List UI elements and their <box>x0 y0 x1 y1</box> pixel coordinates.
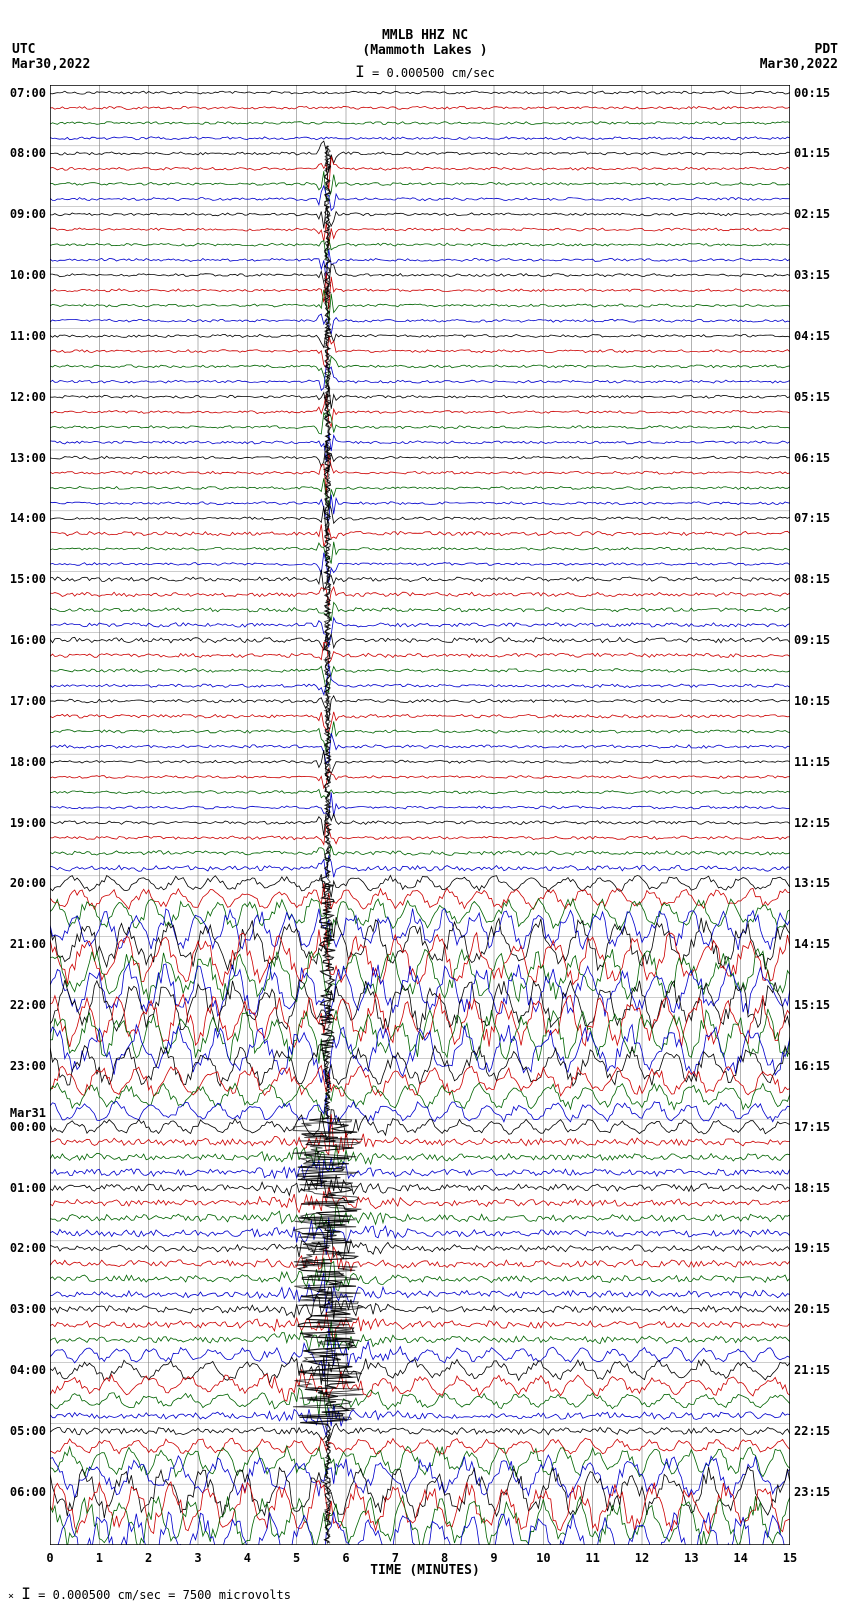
x-tick-label: 0 <box>46 1551 53 1565</box>
local-hour-label: 19:15 <box>794 1241 844 1255</box>
x-axis-label: TIME (MINUTES) <box>370 1563 480 1578</box>
header: UTC Mar30,2022 MMLB HHZ NC (Mammoth Lake… <box>0 0 850 80</box>
utc-hour-label: 20:00 <box>2 876 46 890</box>
utc-hour-label: 08:00 <box>2 146 46 160</box>
local-hour-label: 09:15 <box>794 633 844 647</box>
x-tick-label: 9 <box>490 1551 497 1565</box>
local-hour-label: 21:15 <box>794 1363 844 1377</box>
x-tick-label: 14 <box>733 1551 747 1565</box>
utc-hour-label: 01:00 <box>2 1181 46 1195</box>
utc-hour-label: 17:00 <box>2 694 46 708</box>
date-divider-label: Mar31 <box>2 1106 46 1120</box>
local-hour-label: 20:15 <box>794 1302 844 1316</box>
local-hour-label: 10:15 <box>794 694 844 708</box>
local-hour-label: 01:15 <box>794 146 844 160</box>
utc-hour-label: 07:00 <box>2 86 46 100</box>
local-hour-label: 11:15 <box>794 755 844 769</box>
scale-label: I = 0.000500 cm/sec <box>355 62 495 81</box>
local-hour-label: 03:15 <box>794 268 844 282</box>
utc-hour-label: 12:00 <box>2 390 46 404</box>
local-hour-label: 12:15 <box>794 816 844 830</box>
footer: × I = 0.000500 cm/sec = 7500 microvolts <box>8 1584 291 1603</box>
x-tick-label: 3 <box>194 1551 201 1565</box>
utc-hour-label: 06:00 <box>2 1485 46 1499</box>
local-hour-label: 15:15 <box>794 998 844 1012</box>
local-hour-label: 08:15 <box>794 572 844 586</box>
utc-hour-label: 13:00 <box>2 451 46 465</box>
header-left: UTC Mar30,2022 <box>12 42 90 72</box>
utc-hour-label: 21:00 <box>2 937 46 951</box>
seismogram-svg <box>50 85 790 1545</box>
x-tick-label: 10 <box>536 1551 550 1565</box>
utc-hour-label: 00:00 <box>2 1120 46 1134</box>
utc-hour-label: 02:00 <box>2 1241 46 1255</box>
utc-hour-label: 10:00 <box>2 268 46 282</box>
x-tick-label: 1 <box>96 1551 103 1565</box>
utc-hour-label: 11:00 <box>2 329 46 343</box>
utc-hour-label: 14:00 <box>2 511 46 525</box>
local-hour-label: 14:15 <box>794 937 844 951</box>
date-right: Mar30,2022 <box>760 57 838 72</box>
header-right: PDT Mar30,2022 <box>760 42 838 72</box>
station-name: (Mammoth Lakes ) <box>362 43 487 58</box>
x-tick-label: 15 <box>783 1551 797 1565</box>
station-code: MMLB HHZ NC <box>382 28 468 43</box>
x-tick-label: 11 <box>585 1551 599 1565</box>
utc-hour-label: 04:00 <box>2 1363 46 1377</box>
local-hour-label: 16:15 <box>794 1059 844 1073</box>
header-center: MMLB HHZ NC (Mammoth Lakes ) <box>362 28 487 58</box>
local-hour-label: 00:15 <box>794 86 844 100</box>
x-tick-label: 5 <box>293 1551 300 1565</box>
utc-hour-label: 18:00 <box>2 755 46 769</box>
x-tick-label: 2 <box>145 1551 152 1565</box>
utc-hour-label: 15:00 <box>2 572 46 586</box>
utc-hour-label: 09:00 <box>2 207 46 221</box>
utc-hour-label: 16:00 <box>2 633 46 647</box>
local-hour-label: 17:15 <box>794 1120 844 1134</box>
local-hour-label: 07:15 <box>794 511 844 525</box>
x-tick-label: 6 <box>342 1551 349 1565</box>
local-hour-label: 02:15 <box>794 207 844 221</box>
local-hour-label: 13:15 <box>794 876 844 890</box>
tz-left: UTC <box>12 42 35 57</box>
local-hour-label: 23:15 <box>794 1485 844 1499</box>
x-tick-label: 12 <box>635 1551 649 1565</box>
x-tick-label: 13 <box>684 1551 698 1565</box>
local-hour-label: 22:15 <box>794 1424 844 1438</box>
utc-hour-label: 19:00 <box>2 816 46 830</box>
utc-hour-label: 05:00 <box>2 1424 46 1438</box>
local-hour-label: 18:15 <box>794 1181 844 1195</box>
date-left: Mar30,2022 <box>12 57 90 72</box>
x-tick-label: 4 <box>244 1551 251 1565</box>
utc-hour-label: 22:00 <box>2 998 46 1012</box>
plot-area <box>50 85 790 1545</box>
tz-right: PDT <box>815 42 838 57</box>
utc-hour-label: 03:00 <box>2 1302 46 1316</box>
local-hour-label: 04:15 <box>794 329 844 343</box>
local-hour-label: 05:15 <box>794 390 844 404</box>
utc-hour-label: 23:00 <box>2 1059 46 1073</box>
local-hour-label: 06:15 <box>794 451 844 465</box>
seismogram-container: UTC Mar30,2022 MMLB HHZ NC (Mammoth Lake… <box>0 0 850 1613</box>
